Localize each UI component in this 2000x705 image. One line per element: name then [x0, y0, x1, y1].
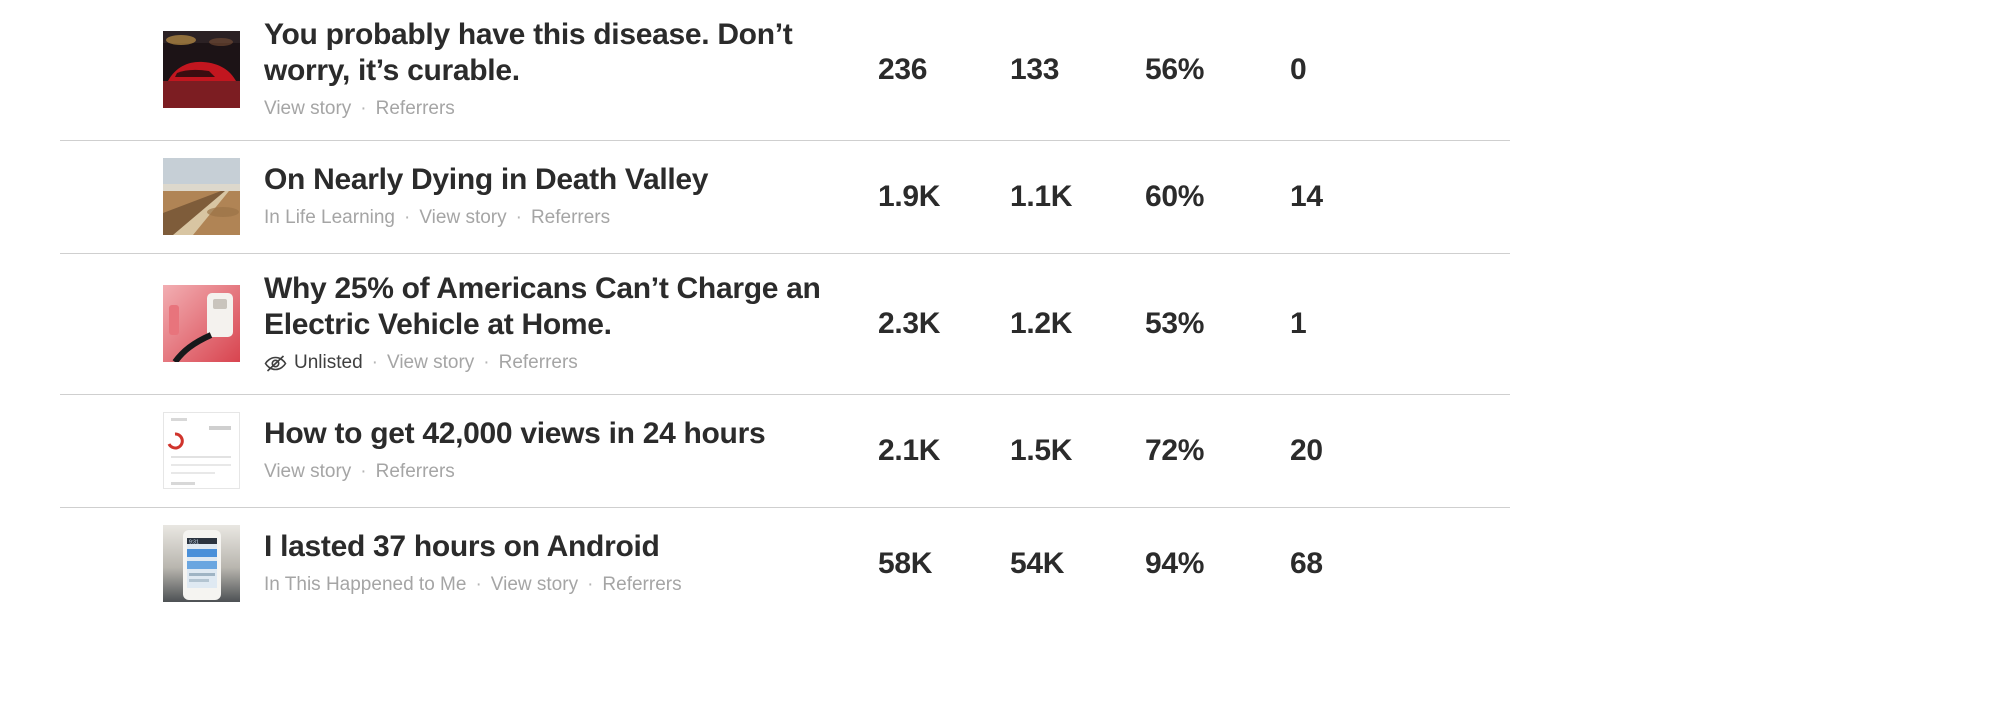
meta-separator: ·	[360, 461, 367, 482]
story-thumbnail-ev-charger	[163, 285, 240, 362]
referrers-link[interactable]: Referrers	[530, 207, 611, 228]
fans-count: 20	[1290, 433, 1323, 467]
view-story-link[interactable]: View story	[490, 574, 579, 595]
read-ratio: 72%	[1145, 433, 1205, 467]
story-title: Why 25% of Americans Can’t Charge an Ele…	[264, 272, 821, 341]
fans-count: 68	[1290, 546, 1323, 580]
unlisted-eye-slash-icon	[264, 354, 287, 372]
story-main: You probably have this disease. Don’t wo…	[264, 17, 878, 122]
story-thumbnail-red-sports-car	[163, 31, 240, 108]
read-ratio: 60%	[1145, 179, 1205, 213]
view-story-link[interactable]: View story	[419, 207, 507, 228]
story-row: On Nearly Dying in Death Valley In Life …	[60, 140, 1510, 253]
svg-text:9:31: 9:31	[189, 540, 199, 546]
story-title: You probably have this disease. Don’t wo…	[264, 18, 793, 87]
meta-separator: ·	[483, 352, 490, 373]
meta-separator: ·	[371, 352, 378, 373]
story-meta: In Life Learning · View story · Referrer…	[264, 205, 858, 231]
fans-count: 0	[1290, 52, 1307, 86]
views-count: 2.3K	[878, 306, 941, 340]
story-row: 9:31 I lasted 37 hours on Android In Thi…	[60, 507, 1510, 620]
views-count: 58K	[878, 546, 933, 580]
story-title: On Nearly Dying in Death Valley	[264, 163, 709, 196]
referrers-link[interactable]: Referrers	[375, 461, 455, 482]
story-main: I lasted 37 hours on Android In This Hap…	[264, 529, 878, 598]
story-thumbnail-android-phone: 9:31	[163, 525, 240, 602]
view-story-link[interactable]: View story	[386, 352, 475, 373]
read-ratio: 94%	[1145, 546, 1205, 580]
reads-count: 1.1K	[1010, 179, 1073, 213]
read-ratio: 53%	[1145, 306, 1205, 340]
story-meta: View story · Referrers	[264, 96, 858, 122]
story-main: Why 25% of Americans Can’t Charge an Ele…	[264, 271, 878, 376]
story-row: How to get 42,000 views in 24 hours View…	[60, 394, 1510, 507]
story-title: I lasted 37 hours on Android	[264, 530, 660, 563]
reads-count: 1.5K	[1010, 433, 1073, 467]
view-story-link[interactable]: View story	[264, 461, 352, 482]
meta-separator: ·	[587, 574, 594, 595]
views-count: 2.1K	[878, 433, 941, 467]
read-ratio: 56%	[1145, 52, 1205, 86]
publication-link[interactable]: In This Happened to Me	[264, 574, 467, 595]
reads-count: 1.2K	[1010, 306, 1073, 340]
referrers-link[interactable]: Referrers	[602, 574, 682, 595]
story-thumbnail-desert-road	[163, 158, 240, 235]
view-story-link[interactable]: View story	[264, 98, 352, 119]
story-meta: In This Happened to Me · View story · Re…	[264, 572, 858, 598]
reads-count: 54K	[1010, 546, 1065, 580]
reads-count: 133	[1010, 52, 1060, 86]
story-meta: Unlisted · View story · Referrers	[264, 350, 858, 376]
meta-separator: ·	[360, 98, 367, 119]
story-meta: View story · Referrers	[264, 459, 858, 485]
meta-separator: ·	[475, 574, 482, 595]
referrers-link[interactable]: Referrers	[375, 98, 455, 119]
meta-separator: ·	[515, 207, 522, 228]
fans-count: 14	[1290, 179, 1323, 213]
story-row: You probably have this disease. Don’t wo…	[60, 0, 1510, 140]
fans-count: 1	[1290, 306, 1307, 340]
story-row: Why 25% of Americans Can’t Charge an Ele…	[60, 253, 1510, 394]
referrers-link[interactable]: Referrers	[498, 352, 578, 373]
publication-link[interactable]: In Life Learning	[264, 207, 395, 228]
story-thumbnail-webpage-screenshot	[163, 412, 240, 489]
story-stats-list: You probably have this disease. Don’t wo…	[60, 0, 1510, 620]
views-count: 1.9K	[878, 179, 941, 213]
unlisted-label: Unlisted	[294, 352, 363, 373]
story-main: On Nearly Dying in Death Valley In Life …	[264, 162, 878, 231]
views-count: 236	[878, 52, 928, 86]
meta-separator: ·	[404, 207, 411, 228]
story-main: How to get 42,000 views in 24 hours View…	[264, 416, 878, 485]
unlisted-flag: Unlisted	[264, 350, 363, 376]
story-title: How to get 42,000 views in 24 hours	[264, 417, 766, 450]
